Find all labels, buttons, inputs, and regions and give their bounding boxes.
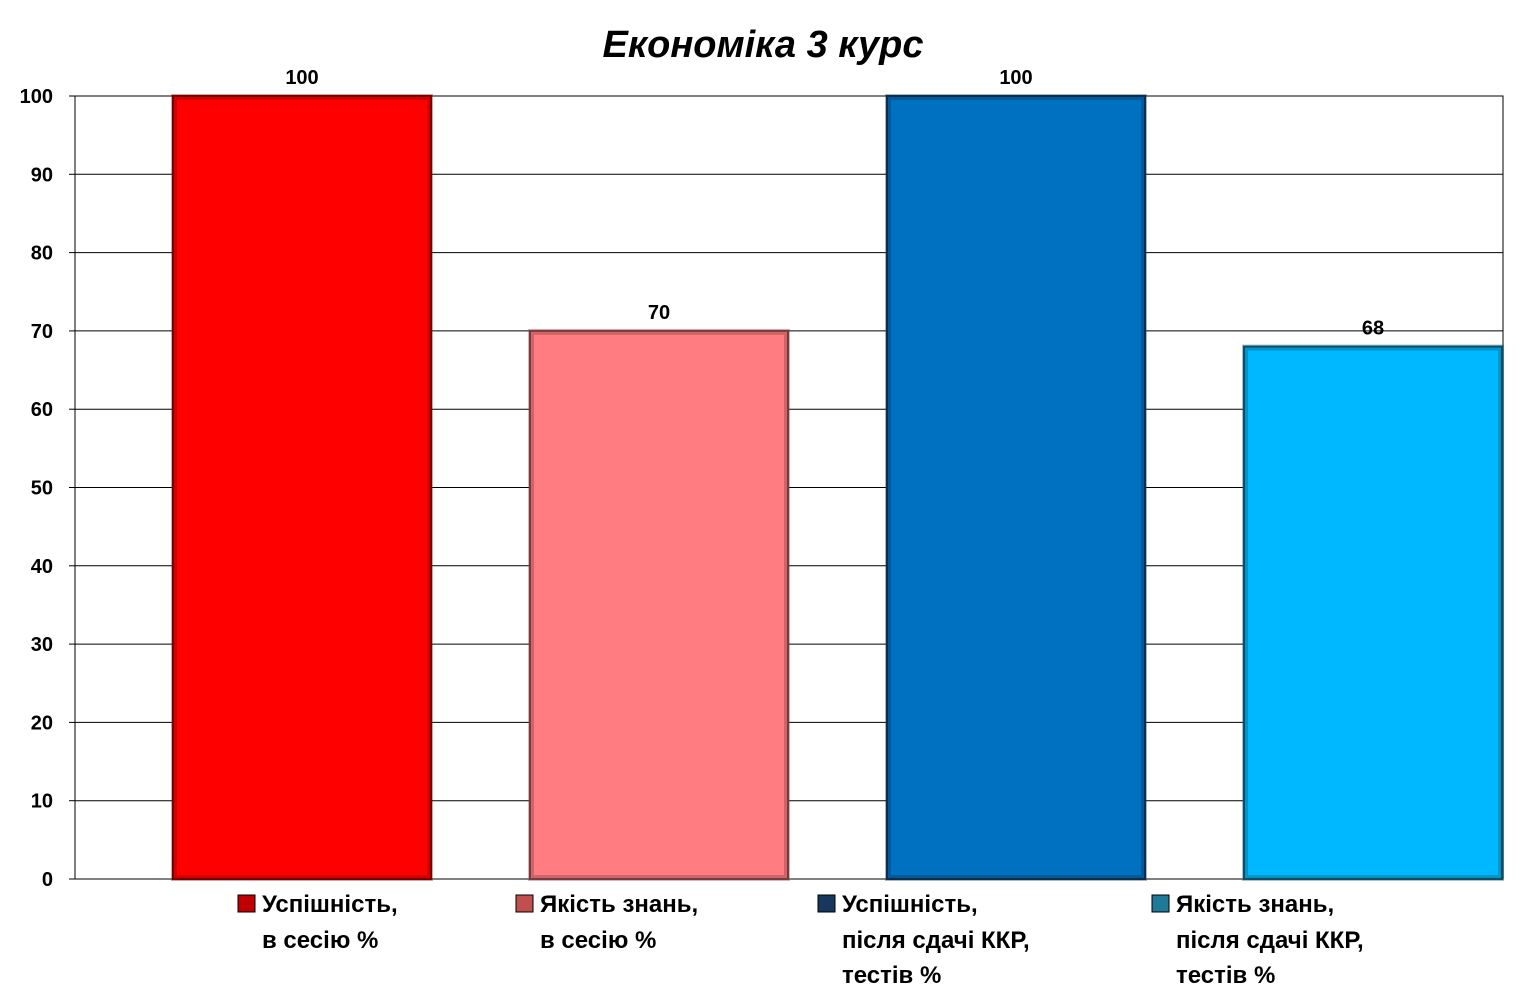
bar-4 xyxy=(1243,345,1503,880)
legend-swatch-3 xyxy=(817,894,836,913)
value-labels: 100 70 100 68 xyxy=(285,67,1384,340)
value-label-3: 100 xyxy=(999,67,1032,89)
y-axis-ticks: 0 10 20 30 40 50 60 70 80 90 100 xyxy=(20,86,75,891)
value-label-4: 68 xyxy=(1362,318,1384,340)
y-tick-label: 80 xyxy=(31,243,53,265)
legend-item-3: Успішність, після сдачі ККР, тестів % xyxy=(817,891,1030,989)
y-tick-label: 30 xyxy=(31,634,53,656)
legend-label-line: після сдачі ККР, xyxy=(1176,927,1364,954)
bar-2-bevel xyxy=(528,328,790,881)
legend-label-line: Якість знань, xyxy=(1176,891,1334,918)
bar-3-bevel xyxy=(885,94,1147,881)
legend-label-line: в сесію % xyxy=(262,927,378,954)
legend-label-line: Успішність, xyxy=(842,891,978,918)
legend-label-line: тестів % xyxy=(842,962,941,989)
legend-label-line: після сдачі ККР, xyxy=(842,927,1030,954)
bar-3 xyxy=(886,95,1146,880)
y-tick-label: 70 xyxy=(31,321,53,343)
y-tick-label: 90 xyxy=(31,164,53,186)
bars xyxy=(171,94,1504,881)
legend-swatch-4 xyxy=(1151,894,1170,913)
legend-swatch-2 xyxy=(515,894,534,913)
y-tick-label: 40 xyxy=(31,556,53,578)
bar-1-bevel xyxy=(171,94,433,881)
legend: Успішність, в сесію % Якість знань, в сесію… xyxy=(237,891,1364,989)
value-label-1: 100 xyxy=(285,67,318,89)
legend-item-2: Якість знань, в сесію % xyxy=(515,891,698,954)
legend-item-4: Якість знань, після сдачі ККР, тестів % xyxy=(1151,891,1364,989)
y-tick-label: 100 xyxy=(20,86,53,108)
legend-label-line: тестів % xyxy=(1176,962,1275,989)
legend-swatch-1 xyxy=(237,894,256,913)
legend-label-line: Успішність, xyxy=(262,891,398,918)
y-tick-label: 50 xyxy=(31,478,53,500)
chart-title: Економіка 3 курс xyxy=(603,24,924,66)
legend-label-line: в сесію % xyxy=(540,927,656,954)
y-tick-label: 0 xyxy=(42,869,53,891)
legend-label-line: Якість знань, xyxy=(540,891,698,918)
y-tick-label: 20 xyxy=(31,712,53,734)
bar-4-bevel xyxy=(1242,344,1504,881)
y-tick-label: 60 xyxy=(31,399,53,421)
legend-item-1: Успішність, в сесію % xyxy=(237,891,398,954)
y-tick-label: 10 xyxy=(31,791,53,813)
value-label-2: 70 xyxy=(648,302,670,324)
bar-1 xyxy=(172,95,432,880)
bar-2 xyxy=(529,329,789,880)
